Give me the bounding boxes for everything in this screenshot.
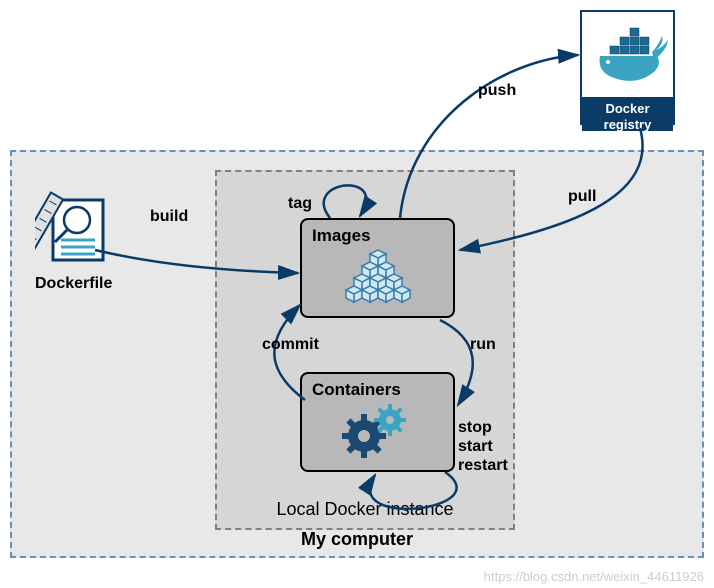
edge-build-label: build [150,208,188,226]
edge-ssr-label: stop start restart [458,418,508,476]
registry-node: Dockerregistry [580,10,675,125]
edge-tag-label: tag [288,195,312,213]
edge-push-label: push [478,82,516,100]
diagram-canvas: My computer Local Docker instance Docker… [0,0,714,588]
images-label: Images [302,220,453,246]
dockerfile-label: Dockerfile [35,275,115,293]
dockerfile-node: Dockerfile [35,190,115,280]
containers-label: Containers [302,374,453,400]
edge-commit-label: commit [262,336,319,354]
my-computer-label: My computer [12,529,702,550]
watermark: https://blog.csdn.net/weixin_44611926 [484,569,704,584]
containers-gears-icon [328,400,428,460]
dockerfile-icon [35,190,115,270]
local-instance-label: Local Docker instance [217,499,513,520]
edge-pull-label: pull [568,188,596,206]
images-node: Images [300,218,455,318]
docker-whale-icon [582,12,677,92]
registry-label: Dockerregistry [582,97,673,136]
images-pyramid-icon [328,246,428,306]
containers-node: Containers [300,372,455,472]
edge-run-label: run [470,336,496,354]
